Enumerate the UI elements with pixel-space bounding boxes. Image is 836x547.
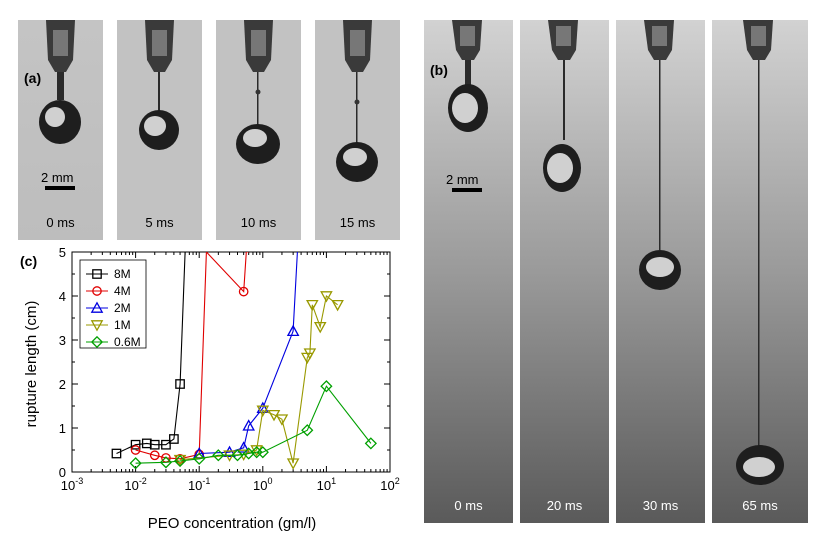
y-tick-label: 4: [59, 289, 66, 304]
series-8M: [111, 252, 186, 459]
data-point: [275, 414, 289, 426]
panel-a-frame-1: 5 ms: [117, 20, 202, 240]
panel-b-frame-2: 30 ms: [616, 20, 705, 523]
data-point: [90, 320, 104, 332]
data-point: [237, 441, 250, 453]
frame-time-label: 0 ms: [454, 498, 483, 513]
data-point: [90, 301, 104, 313]
data-point: [129, 457, 142, 470]
data-point: [130, 439, 141, 450]
data-point: [331, 299, 344, 312]
legend-label: 8M: [114, 267, 131, 281]
frame-time-label: 0 ms: [46, 215, 75, 230]
legend-label: 1M: [114, 318, 131, 332]
data-point: [320, 380, 333, 393]
data-point: [313, 321, 327, 334]
data-point: [169, 434, 179, 444]
data-point: [193, 452, 206, 465]
series-line: [135, 252, 249, 460]
frame-time-label: 5 ms: [145, 215, 174, 230]
data-point: [149, 450, 160, 461]
droplet-image: [216, 20, 301, 240]
series-2M: [192, 252, 300, 459]
panel-b-frame-1: 20 ms: [520, 20, 609, 523]
x-tick-label: 102: [380, 476, 399, 493]
series-0.6M: [129, 380, 377, 470]
scale-bar: [45, 186, 75, 190]
data-point: [286, 324, 300, 337]
scale-label: 2 mm: [41, 170, 74, 185]
x-axis-label: PEO concentration (gm/l): [148, 515, 316, 532]
frame-time-label: 20 ms: [546, 498, 583, 513]
data-point: [173, 454, 187, 468]
droplet-image: [520, 20, 609, 523]
data-point: [238, 286, 249, 297]
data-point: [256, 446, 269, 459]
x-tick-label: 100: [253, 476, 272, 493]
data-point: [130, 445, 141, 455]
legend-label: 0.6M: [114, 335, 141, 349]
chart-axes: 10-3 10-2 10-1 100 101 102 0 1 2 3 4 5: [59, 245, 400, 493]
data-point: [231, 449, 244, 462]
data-point: [149, 439, 160, 450]
legend-label: 4M: [114, 284, 131, 298]
panel-a-frame-0: 0 ms: [18, 20, 103, 240]
panel-b-frame-3: 65 ms: [712, 20, 808, 523]
data-point: [159, 456, 173, 469]
data-point: [90, 335, 104, 349]
panel-a-label: (a): [24, 70, 42, 86]
frame-time-label: 15 ms: [339, 215, 376, 230]
legend-box: [79, 259, 147, 349]
y-tick-label: 5: [59, 245, 66, 260]
series-line: [116, 252, 186, 454]
panel-a-frame-3: 15 ms: [315, 20, 400, 240]
panel-b-frame-0: 0 ms: [424, 20, 513, 523]
data-point: [92, 286, 102, 296]
data-point: [212, 449, 225, 462]
panel-a-frame-2: 10 ms: [216, 20, 301, 240]
y-tick-label: 2: [59, 377, 66, 392]
data-point: [286, 458, 300, 470]
data-point: [161, 439, 171, 450]
droplet-image: [616, 20, 705, 523]
droplet-image: [117, 20, 202, 240]
scale-bar: [452, 188, 482, 192]
data-point: [92, 269, 102, 279]
chart-series: [111, 252, 377, 470]
droplet-image: [424, 20, 513, 523]
data-point: [364, 437, 377, 450]
x-tick-label: 101: [317, 476, 336, 493]
rupture-length-chart: 10-3 10-2 10-1 100 101 102 0 1 2 3 4 5 8M 4M 2M 1M 0.6M…: [20, 245, 400, 532]
series-line: [135, 385, 372, 464]
frame-time-label: 10 ms: [240, 215, 277, 230]
x-tick-label: 10-2: [124, 476, 146, 493]
data-point: [305, 299, 319, 312]
y-tick-label: 1: [59, 421, 66, 436]
series-line: [199, 252, 298, 455]
data-point: [301, 424, 314, 437]
droplet-image: [315, 20, 400, 240]
panel-b-label: (b): [430, 62, 448, 78]
y-tick-label: 0: [59, 465, 66, 480]
y-tick-label: 3: [59, 333, 66, 348]
series-4M: [130, 252, 249, 464]
data-point: [303, 348, 317, 360]
frame-time-label: 30 ms: [642, 498, 679, 513]
x-tick-label: 10-1: [188, 476, 210, 493]
y-axis-label: rupture length (cm): [23, 301, 40, 428]
droplet-image: [18, 20, 103, 240]
legend-label: 2M: [114, 301, 131, 315]
data-point: [242, 419, 255, 431]
data-point: [256, 405, 270, 417]
droplet-image: [712, 20, 808, 523]
data-point: [175, 379, 185, 389]
data-point: [320, 291, 333, 303]
chart-legend: 8M 4M 2M 1M 0.6M: [79, 259, 147, 349]
frame-time-label: 65 ms: [742, 498, 778, 513]
scale-label: 2 mm: [446, 172, 479, 187]
data-point: [111, 448, 122, 459]
x-tick-label: 10-3: [61, 476, 83, 493]
panel-c-label: (c): [20, 253, 37, 269]
